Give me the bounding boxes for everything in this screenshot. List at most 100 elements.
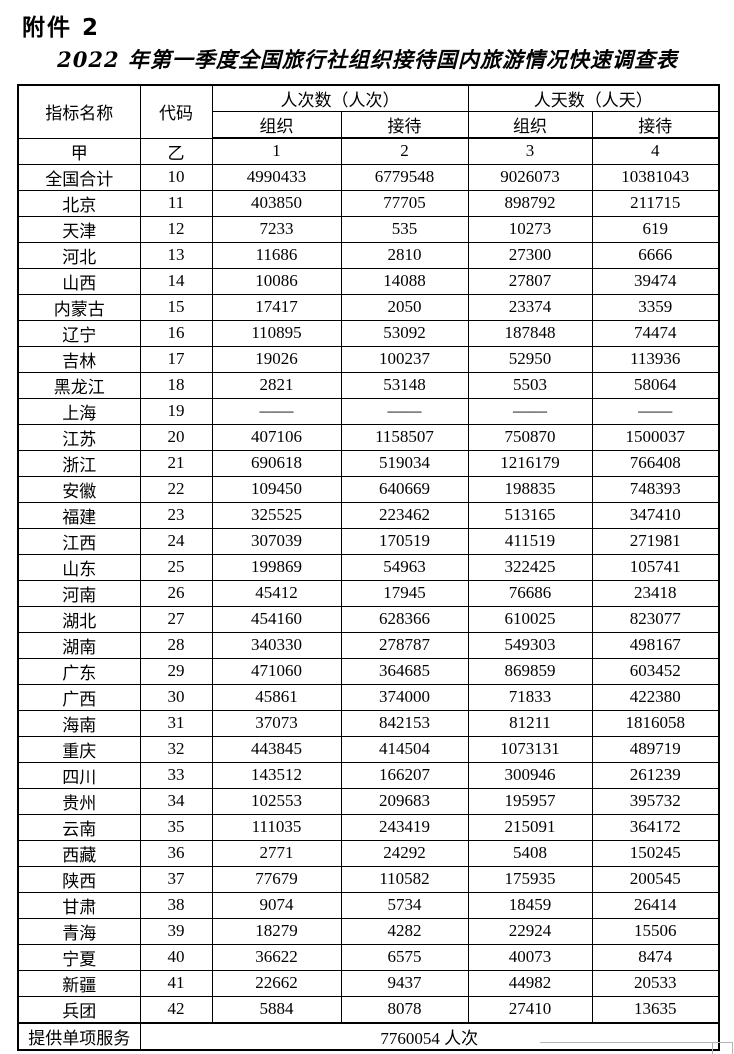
value-cell: 9074 <box>211 891 342 919</box>
value-cell: 9026073 <box>467 163 593 191</box>
region-code-cell: 23 <box>139 501 213 529</box>
header-row-subgroups: 组织 接待 组织 接待 <box>18 111 720 139</box>
value-cell: 748393 <box>591 475 720 503</box>
region-code-cell: 20 <box>139 423 213 451</box>
table-row: 北京 11 403850 77705 898792 211715 <box>17 189 720 217</box>
value-cell: 8474 <box>591 943 720 971</box>
table-body: 全国合计 10 4990433 6779548 9026073 10381043 北京 11 4… <box>17 163 720 1023</box>
value-cell: 24292 <box>340 839 469 867</box>
region-code-cell: 41 <box>139 969 213 997</box>
value-cell: 199869 <box>211 553 342 581</box>
region-code-cell: 13 <box>139 241 213 269</box>
value-cell: 20533 <box>591 969 720 997</box>
value-cell: 211715 <box>591 189 720 217</box>
value-cell: 109450 <box>211 475 342 503</box>
value-cell: 374000 <box>340 683 469 711</box>
value-cell: 36622 <box>211 943 342 971</box>
value-cell: 898792 <box>467 189 593 217</box>
region-code-cell: 31 <box>139 709 213 737</box>
region-name-cell: 安徽 <box>17 475 141 503</box>
region-code-cell: 39 <box>139 917 213 945</box>
table-row: 吉林 17 19026 100237 52950 113936 <box>17 345 720 373</box>
table-row: 全国合计 10 4990433 6779548 9026073 10381043 <box>17 163 720 191</box>
region-code-cell: 19 <box>139 397 213 425</box>
table-row: 青海 39 18279 4282 22924 15506 <box>17 917 720 945</box>
value-cell: 71833 <box>467 683 593 711</box>
value-cell: 23374 <box>467 293 593 321</box>
value-cell: 6575 <box>340 943 469 971</box>
region-name-cell: 海南 <box>17 709 141 737</box>
region-code-cell: 10 <box>139 163 213 191</box>
region-code-cell: 40 <box>139 943 213 971</box>
value-cell: 100237 <box>340 345 469 373</box>
header-organized-2: 组织 <box>467 111 593 139</box>
value-cell: 113936 <box>591 345 720 373</box>
header-organized-1: 组织 <box>211 111 342 139</box>
region-code-cell: 27 <box>139 605 213 633</box>
table-row: 新疆 41 22662 9437 44982 20533 <box>17 969 720 997</box>
region-name-cell: 重庆 <box>17 735 141 763</box>
region-name-cell: 江苏 <box>17 423 141 451</box>
value-cell: 27300 <box>467 241 593 269</box>
value-cell: 766408 <box>591 449 720 477</box>
region-name-cell: 福建 <box>17 501 141 529</box>
region-code-cell: 33 <box>139 761 213 789</box>
value-cell: 322425 <box>467 553 593 581</box>
region-code-cell: 14 <box>139 267 213 295</box>
value-cell: 610025 <box>467 605 593 633</box>
value-cell: 3359 <box>591 293 720 321</box>
value-cell: 102553 <box>211 787 342 815</box>
region-name-cell: 内蒙古 <box>17 293 141 321</box>
value-cell: 364685 <box>340 657 469 685</box>
header-person-times: 人次数（人次） <box>211 84 469 112</box>
value-cell: 44982 <box>467 969 593 997</box>
value-cell: 175935 <box>467 865 593 893</box>
value-cell: 628366 <box>340 605 469 633</box>
region-code-cell: 34 <box>139 787 213 815</box>
value-cell: 619 <box>591 215 720 243</box>
region-name-cell: 新疆 <box>17 969 141 997</box>
value-cell: 325525 <box>211 501 342 529</box>
value-cell: 7233 <box>211 215 342 243</box>
region-name-cell: 黑龙江 <box>17 371 141 399</box>
value-cell: 22924 <box>467 917 593 945</box>
value-cell: 40073 <box>467 943 593 971</box>
value-cell: 150245 <box>591 839 720 867</box>
value-cell: 549303 <box>467 631 593 659</box>
value-cell: 347410 <box>591 501 720 529</box>
value-cell: 443845 <box>211 735 342 763</box>
value-cell: 300946 <box>467 761 593 789</box>
value-cell: 15506 <box>591 917 720 945</box>
value-cell: 1216179 <box>467 449 593 477</box>
region-name-cell: 贵州 <box>17 787 141 815</box>
value-cell: 54963 <box>340 553 469 581</box>
value-cell: 77679 <box>211 865 342 893</box>
value-cell: 8078 <box>340 995 469 1023</box>
value-cell: 261239 <box>591 761 720 789</box>
value-cell: 5884 <box>211 995 342 1023</box>
header-indicator: 指标名称 <box>17 84 141 139</box>
value-cell: 414504 <box>340 735 469 763</box>
value-cell: 74474 <box>591 319 720 347</box>
value-cell: 10381043 <box>591 163 720 191</box>
table-row: 河北 13 11686 2810 27300 6666 <box>17 241 720 269</box>
value-cell: 489719 <box>591 735 720 763</box>
header-person-days: 人天数（人天） <box>467 84 720 112</box>
region-name-cell: 北京 <box>17 189 141 217</box>
value-cell: 364172 <box>591 813 720 841</box>
table-row: 江苏 20 407106 1158507 750870 1500037 <box>17 423 720 451</box>
region-name-cell: 西藏 <box>17 839 141 867</box>
table-row: 重庆 32 443845 414504 1073131 489719 <box>17 735 720 763</box>
region-name-cell: 宁夏 <box>17 943 141 971</box>
region-name-cell: 兵团 <box>17 995 141 1023</box>
header-col-4: 4 <box>591 137 720 165</box>
region-code-cell: 35 <box>139 813 213 841</box>
value-cell: 215091 <box>467 813 593 841</box>
region-name-cell: 天津 <box>17 215 141 243</box>
region-name-cell: 吉林 <box>17 345 141 373</box>
value-cell: 471060 <box>211 657 342 685</box>
value-cell: 498167 <box>591 631 720 659</box>
table-row: 山东 25 199869 54963 322425 105741 <box>17 553 720 581</box>
table-row: 湖北 27 454160 628366 610025 823077 <box>17 605 720 633</box>
region-name-cell: 湖北 <box>17 605 141 633</box>
